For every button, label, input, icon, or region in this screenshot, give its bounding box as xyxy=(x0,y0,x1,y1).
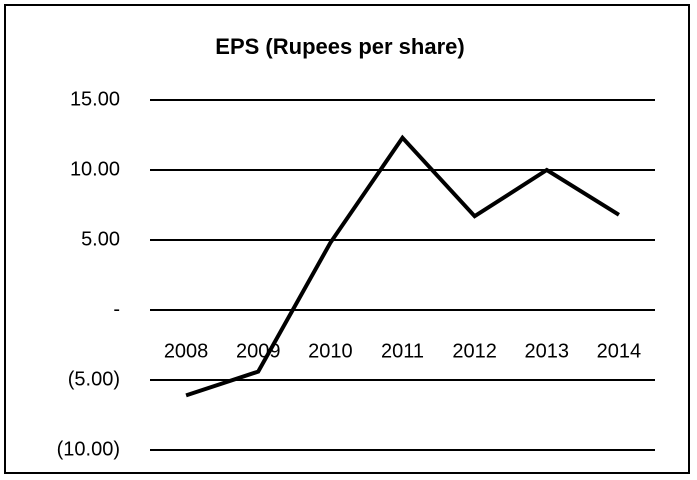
y-tick-label: (10.00) xyxy=(57,438,120,460)
chart-border xyxy=(4,4,690,474)
chart-title: EPS (Rupees per share) xyxy=(215,34,464,59)
x-tick-label: 2012 xyxy=(452,340,497,362)
x-tick-label: 2010 xyxy=(308,340,353,362)
x-tick-label: 2008 xyxy=(164,340,209,362)
x-tick-label: 2009 xyxy=(236,340,281,362)
y-tick-label: 10.00 xyxy=(70,158,120,180)
x-tick-label: 2013 xyxy=(525,340,570,362)
y-tick-label: (5.00) xyxy=(68,368,120,390)
y-tick-label: - xyxy=(113,298,120,320)
y-tick-label: 15.00 xyxy=(70,88,120,110)
x-tick-label: 2014 xyxy=(597,340,642,362)
y-tick-label: 5.00 xyxy=(81,228,120,250)
data-line xyxy=(185,134,620,398)
x-tick-label: 2011 xyxy=(381,340,424,362)
